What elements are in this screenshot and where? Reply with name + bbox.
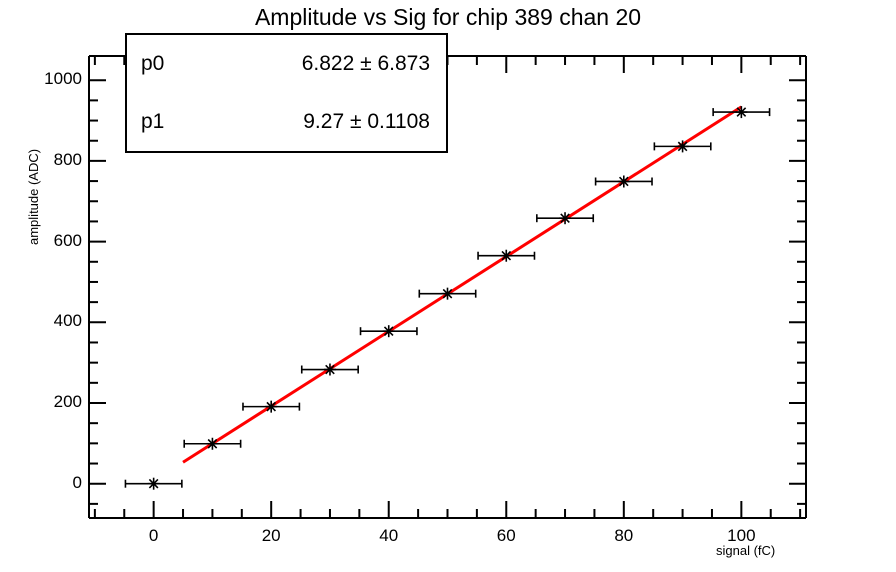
data-point — [124, 477, 183, 490]
y-tick-label: 1000 — [44, 69, 82, 89]
data-point — [712, 106, 771, 119]
data-point — [653, 140, 712, 153]
page-title: Amplitude vs Sig for chip 389 chan 20 — [254, 4, 642, 30]
fit-line — [182, 105, 743, 464]
data-point — [418, 287, 477, 300]
y-tick-label: 0 — [72, 472, 82, 492]
stats-param-value: 6.822 ± 6.873 — [301, 52, 430, 75]
stats-row: p0 6.822 ± 6.873 — [127, 41, 446, 87]
data-point — [242, 400, 301, 413]
x-tick-label: 100 — [727, 526, 756, 545]
x-tick-label: 0 — [148, 526, 159, 545]
data-point-series — [124, 106, 771, 490]
x-tick-label: 80 — [614, 526, 634, 545]
x-tick-label: 20 — [261, 526, 281, 545]
stats-param-value: 9.27 ± 0.1108 — [303, 110, 430, 133]
y-axis-title: amplitude (ADC) — [26, 148, 41, 245]
stats-param-name: p1 — [141, 110, 165, 133]
y-tick-label: 200 — [53, 392, 82, 411]
y-axis-ticks — [89, 79, 806, 505]
y-tick-label: 800 — [53, 149, 82, 169]
x-axis-title: signal (fC) — [716, 543, 776, 558]
stats-row: p1 9.27 ± 0.1108 — [127, 99, 446, 145]
data-point — [183, 437, 242, 450]
x-axis-ticks — [93, 56, 802, 518]
stats-param-name: p0 — [141, 52, 165, 75]
fit-stats-box[interactable]: p0 6.822 ± 6.873 p1 9.27 ± 0.1108 — [125, 33, 448, 153]
y-tick-label: 400 — [53, 311, 82, 331]
y-tick-label: 600 — [53, 230, 82, 250]
data-point — [477, 249, 536, 262]
data-point — [300, 363, 359, 376]
data-point — [594, 175, 653, 188]
x-tick-label: 60 — [496, 526, 516, 545]
x-tick-label: 40 — [379, 526, 399, 545]
data-point — [536, 212, 595, 225]
data-point — [359, 325, 418, 338]
